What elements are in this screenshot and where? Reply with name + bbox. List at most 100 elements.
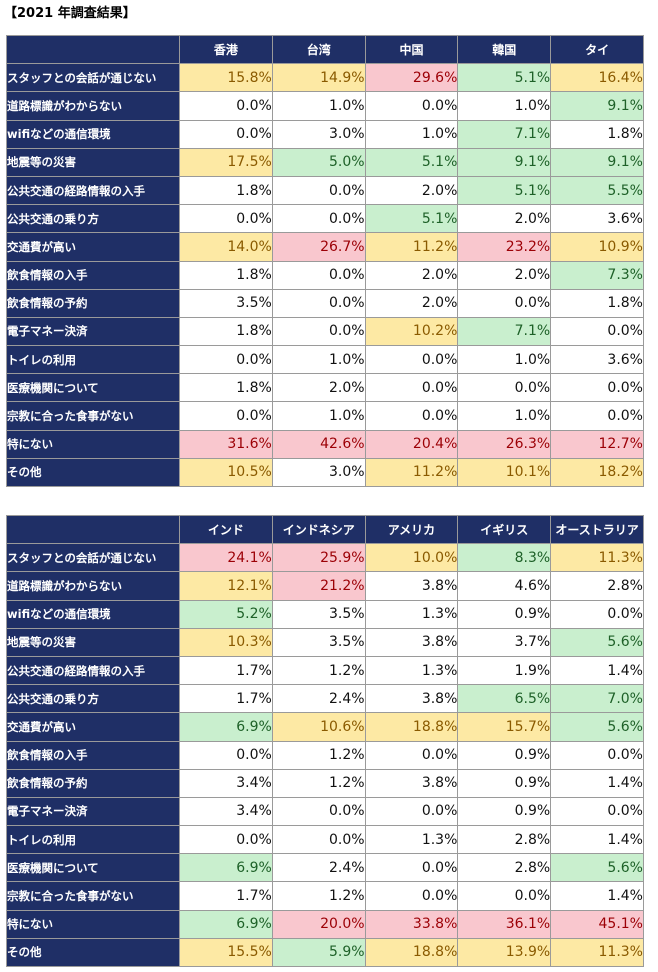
value-cell: 15.7% [457, 712, 552, 742]
value-cell: 2.8% [457, 825, 552, 855]
value-cell: 25.9% [271, 543, 366, 573]
column-header: タイ [550, 34, 644, 65]
value-cell: 11.2% [364, 232, 459, 262]
value-cell: 0.0% [271, 175, 366, 206]
row-header: 宗教に合った食事がない [6, 401, 180, 431]
value-cell: 1.3% [364, 599, 459, 629]
header-corner-cell [6, 34, 180, 65]
value-cell: 18.2% [550, 457, 644, 488]
column-header: イギリス [457, 514, 552, 545]
column-header: 中国 [364, 34, 459, 65]
value-cell: 7.0% [550, 684, 644, 714]
value-cell: 4.6% [457, 571, 552, 601]
value-cell: 6.9% [179, 909, 273, 939]
table-row: 公共交通の乗り方 0.0% 0.0% 5.1% 2.0% 3.6% [6, 204, 644, 234]
value-cell: 33.8% [364, 909, 459, 939]
survey-table-2: インド インドネシア アメリカ イギリス オーストラリア スタッフとの会話が通じない 24.… [6, 514, 644, 968]
header-row: インド インドネシア アメリカ イギリス オーストラリア [6, 514, 644, 545]
value-cell: 3.8% [364, 768, 459, 798]
value-cell: 13.9% [457, 937, 552, 968]
table-row: 特にない 31.6% 42.6% 20.4% 26.3% 12.7% [6, 429, 644, 459]
table-row: トイレの利用 0.0% 0.0% 1.3% 2.8% 1.4% [6, 825, 644, 855]
survey-table-1: 香港 台湾 中国 韓国 タイ スタッフとの会話が通じない 15.8% 14.9% 29.6% 5.… [6, 34, 644, 488]
value-cell: 15.8% [179, 63, 273, 93]
value-cell: 2.0% [271, 373, 366, 403]
value-cell: 3.8% [364, 627, 459, 657]
table-row: 電子マネー決済 1.8% 0.0% 10.2% 7.1% 0.0% [6, 316, 644, 347]
value-cell: 1.4% [550, 655, 644, 686]
value-cell: 0.0% [179, 740, 273, 770]
value-cell: 1.7% [179, 655, 273, 686]
value-cell: 10.3% [179, 627, 273, 657]
value-cell: 0.0% [550, 599, 644, 629]
value-cell: 23.2% [457, 232, 552, 262]
value-cell: 2.4% [271, 684, 366, 714]
value-cell: 12.7% [550, 429, 644, 459]
value-cell: 2.0% [364, 260, 459, 290]
value-cell: 0.0% [271, 260, 366, 290]
value-cell: 10.1% [457, 457, 552, 488]
table-row: 公共交通の乗り方 1.7% 2.4% 3.8% 6.5% 7.0% [6, 684, 644, 714]
column-header: インド [179, 514, 273, 545]
value-cell: 1.8% [179, 260, 273, 290]
table-row: wifiなどの通信環境 0.0% 3.0% 1.0% 7.1% 1.8% [6, 119, 644, 149]
table-row: その他 15.5% 5.9% 18.8% 13.9% 11.3% [6, 937, 644, 968]
table-row: 公共交通の経路情報の入手 1.7% 1.2% 1.3% 1.9% 1.4% [6, 655, 644, 686]
value-cell: 0.0% [364, 373, 459, 403]
value-cell: 7.3% [550, 260, 644, 290]
value-cell: 3.8% [364, 571, 459, 601]
value-cell: 18.8% [364, 937, 459, 968]
column-header: インドネシア [271, 514, 366, 545]
value-cell: 1.2% [271, 881, 366, 911]
value-cell: 0.0% [550, 740, 644, 770]
value-cell: 1.2% [271, 768, 366, 798]
value-cell: 3.5% [271, 599, 366, 629]
row-header: 公共交通の経路情報の入手 [6, 655, 180, 686]
value-cell: 1.4% [550, 881, 644, 911]
value-cell: 1.0% [457, 401, 552, 431]
value-cell: 16.4% [550, 63, 644, 93]
table-row: 宗教に合った食事がない 0.0% 1.0% 0.0% 1.0% 0.0% [6, 401, 644, 431]
value-cell: 7.1% [457, 119, 552, 149]
value-cell: 2.0% [364, 288, 459, 318]
row-header: トイレの利用 [6, 345, 180, 375]
value-cell: 12.1% [179, 571, 273, 601]
row-header: 公共交通の経路情報の入手 [6, 175, 180, 206]
value-cell: 0.9% [457, 740, 552, 770]
value-cell: 0.0% [364, 91, 459, 121]
value-cell: 1.9% [457, 655, 552, 686]
value-cell: 0.0% [457, 373, 552, 403]
value-cell: 18.8% [364, 712, 459, 742]
value-cell: 0.0% [550, 796, 644, 827]
value-cell: 0.0% [457, 881, 552, 911]
value-cell: 9.1% [550, 91, 644, 121]
row-header: 電子マネー決済 [6, 316, 180, 347]
value-cell: 10.0% [364, 543, 459, 573]
value-cell: 1.2% [271, 740, 366, 770]
row-header: 公共交通の乗り方 [6, 204, 180, 234]
value-cell: 2.0% [457, 260, 552, 290]
column-header: アメリカ [364, 514, 459, 545]
table-row: 宗教に合った食事がない 1.7% 1.2% 0.0% 0.0% 1.4% [6, 881, 644, 911]
table-row: 公共交通の経路情報の入手 1.8% 0.0% 2.0% 5.1% 5.5% [6, 175, 644, 206]
value-cell: 6.9% [179, 853, 273, 883]
value-cell: 2.8% [550, 571, 644, 601]
table-row: スタッフとの会話が通じない 24.1% 25.9% 10.0% 8.3% 11.3% [6, 543, 644, 573]
value-cell: 21.2% [271, 571, 366, 601]
table-row: 地震等の災害 10.3% 3.5% 3.8% 3.7% 5.6% [6, 627, 644, 657]
value-cell: 8.3% [457, 543, 552, 573]
value-cell: 0.0% [364, 345, 459, 375]
value-cell: 1.2% [271, 655, 366, 686]
value-cell: 7.1% [457, 316, 552, 347]
row-header: 飲食情報の入手 [6, 740, 180, 770]
value-cell: 10.9% [550, 232, 644, 262]
value-cell: 1.7% [179, 881, 273, 911]
value-cell: 1.8% [179, 373, 273, 403]
value-cell: 5.1% [364, 204, 459, 234]
value-cell: 0.0% [271, 825, 366, 855]
value-cell: 11.2% [364, 457, 459, 488]
table-row: 飲食情報の予約 3.4% 1.2% 3.8% 0.9% 1.4% [6, 768, 644, 798]
value-cell: 24.1% [179, 543, 273, 573]
table-row: 地震等の災害 17.5% 5.0% 5.1% 9.1% 9.1% [6, 147, 644, 177]
row-header: 医療機関について [6, 853, 180, 883]
